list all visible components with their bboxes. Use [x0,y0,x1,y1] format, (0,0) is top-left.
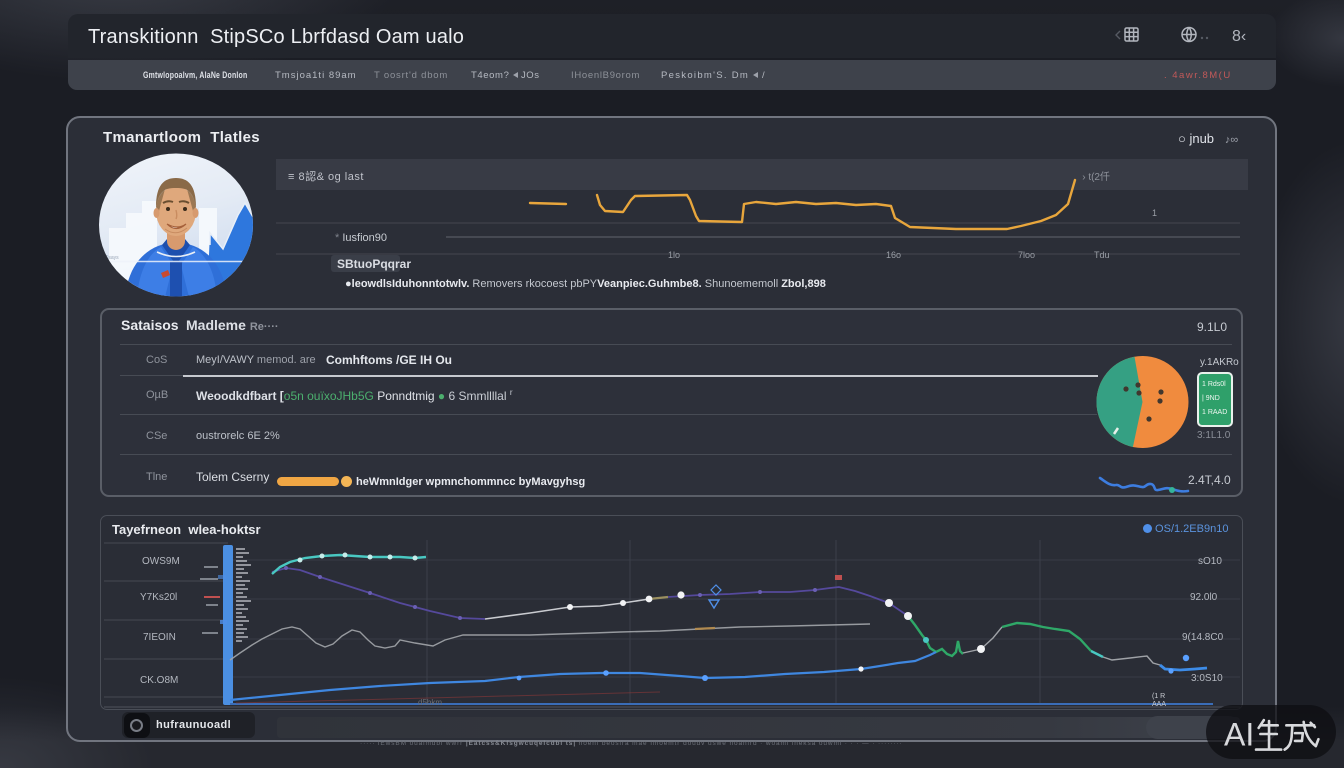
svg-text:1: 1 [1152,208,1157,218]
svg-text:1lo: 1lo [668,250,680,260]
svg-text:8‹: 8‹ [1232,28,1246,45]
svg-text:Tdu: Tdu [1094,250,1110,260]
svg-text:AI: AI [1224,716,1254,752]
svg-text:7loo: 7loo [1018,250,1035,260]
svg-text:d5bkm: d5bkm [418,698,442,707]
svg-text:(1 R: (1 R [1152,693,1165,700]
svg-text:AAA: AAA [1152,701,1166,708]
svg-text:16o: 16o [886,250,901,260]
svg-text:I'says: I'says [106,255,119,261]
